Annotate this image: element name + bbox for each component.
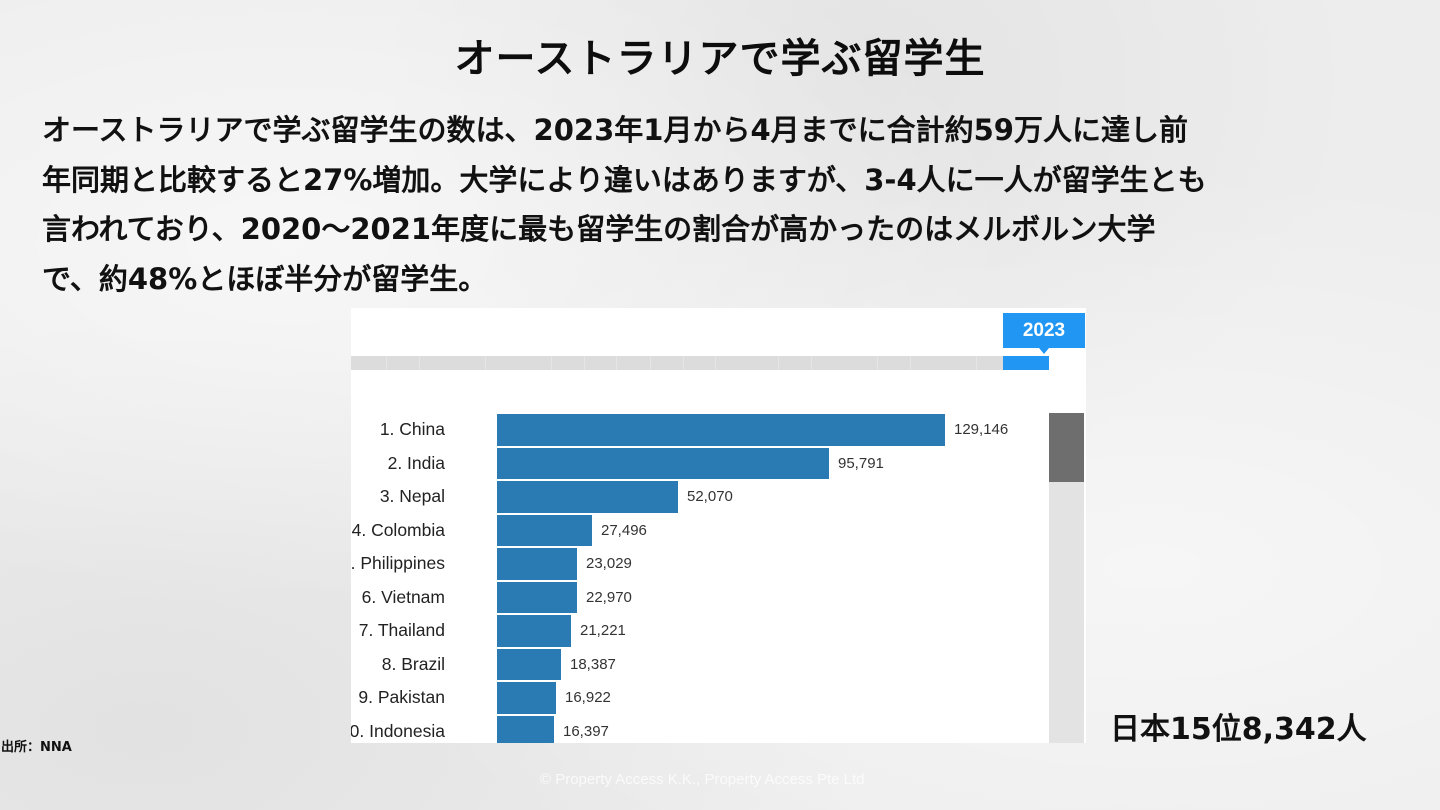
bar-label: 3. Nepal — [379, 486, 445, 506]
bar-label: 1. China — [379, 419, 445, 439]
bar-value: 129,146 — [954, 421, 1009, 438]
timeline-slider-track[interactable] — [351, 356, 1049, 370]
bar-label: 6. Vietnam — [361, 586, 445, 607]
timeline-slider-handle[interactable] — [1003, 356, 1049, 370]
source-note: 出所：NNA — [1, 740, 72, 755]
bar-value: 23,029 — [586, 555, 632, 572]
timeline-tick — [584, 356, 585, 370]
body-line: で、約48%とほぼ半分が留学生。 — [42, 261, 488, 296]
bar-value: 22,970 — [586, 588, 632, 606]
japan-rank-note: 日本15位8,342人 — [1110, 712, 1367, 747]
timeline-tick — [683, 356, 684, 370]
bar — [497, 548, 577, 580]
bar-row: 9. Pakistan 16,922 — [351, 681, 1041, 715]
bar-chart-race-panel: 2023 1. China 129,146 2. India 95,791 3. Nep… — [351, 308, 1086, 743]
bar-value: 52,070 — [687, 488, 733, 505]
bar-label: 9. Pakistan — [358, 687, 445, 707]
timeline-tick — [616, 356, 617, 370]
timeline-tick — [650, 356, 651, 370]
bar-row: 2. India 95,791 — [351, 447, 1041, 481]
timeline-tick — [910, 356, 911, 370]
bar-row: 1. China 129,146 — [351, 413, 1041, 447]
bar — [497, 447, 829, 479]
body-line: オーストラリアで学ぶ留学生の数は、2023年1月から4月までに合計約59万人に達… — [42, 113, 1188, 147]
bar-rows: 1. China 129,146 2. India 95,791 3. Nepal 52,… — [351, 413, 1041, 743]
bar-label: 8. Brazil — [381, 653, 445, 674]
page-title: オーストラリアで学ぶ留学生 — [454, 36, 986, 82]
bar-value: 16,397 — [563, 722, 609, 740]
bar-row: 7. Thailand 21,221 — [351, 614, 1041, 648]
copyright-watermark: © Property Access K.K., Property Access … — [540, 771, 865, 788]
body-line: 言われており、2020〜2021年度に最も留学生の割合が高かったのはメルボルン大… — [42, 212, 1156, 246]
body-paragraph: オーストラリアで学ぶ留学生の数は、2023年1月から4月までに合計約59万人に達… — [42, 106, 1412, 304]
chart-scrollbar[interactable] — [1049, 413, 1084, 743]
bar-value: 16,922 — [565, 689, 611, 706]
bar-row: 6. Vietnam 22,970 — [351, 581, 1041, 615]
body-line: 年同期と比較すると27%増加。大学により違いはありますが、3-4人に一人が留学生… — [42, 162, 1207, 197]
timeline-tick — [877, 356, 878, 370]
timeline-tick — [976, 356, 977, 370]
bar — [497, 514, 592, 546]
bar-label: 2. India — [387, 452, 445, 473]
bar-value: 95,791 — [838, 454, 884, 472]
bar-row: 10. Indonesia 16,397 — [351, 715, 1041, 743]
bar — [497, 682, 556, 714]
bar-label: 7. Thailand — [358, 620, 445, 640]
bar — [497, 414, 945, 446]
bar-label: 10. Indonesia — [351, 720, 445, 741]
timeline-tick — [715, 356, 716, 370]
bar-value: 18,387 — [570, 655, 616, 673]
bar — [497, 581, 577, 613]
bar — [497, 715, 554, 743]
timeline-tick — [811, 356, 812, 370]
bar-label: 5. Philippines — [351, 553, 445, 573]
timeline-tick — [419, 356, 420, 370]
bar — [497, 481, 678, 513]
timeline-tick — [778, 356, 779, 370]
bar-row: 5. Philippines 23,029 — [351, 547, 1041, 581]
bar-value: 27,496 — [601, 521, 647, 539]
bar-value: 21,221 — [580, 622, 626, 639]
bar-label: 4. Colombia — [351, 519, 445, 540]
bar-row: 4. Colombia 27,496 — [351, 514, 1041, 548]
bar-row: 3. Nepal 52,070 — [351, 480, 1041, 514]
timeline-tick — [386, 356, 387, 370]
timeline-tick — [485, 356, 486, 370]
scrollbar-thumb[interactable] — [1049, 413, 1084, 482]
bar — [497, 648, 561, 680]
timeline-tick — [551, 356, 552, 370]
bar — [497, 615, 571, 647]
year-tooltip: 2023 — [1003, 313, 1085, 354]
bar-row: 8. Brazil 18,387 — [351, 648, 1041, 682]
